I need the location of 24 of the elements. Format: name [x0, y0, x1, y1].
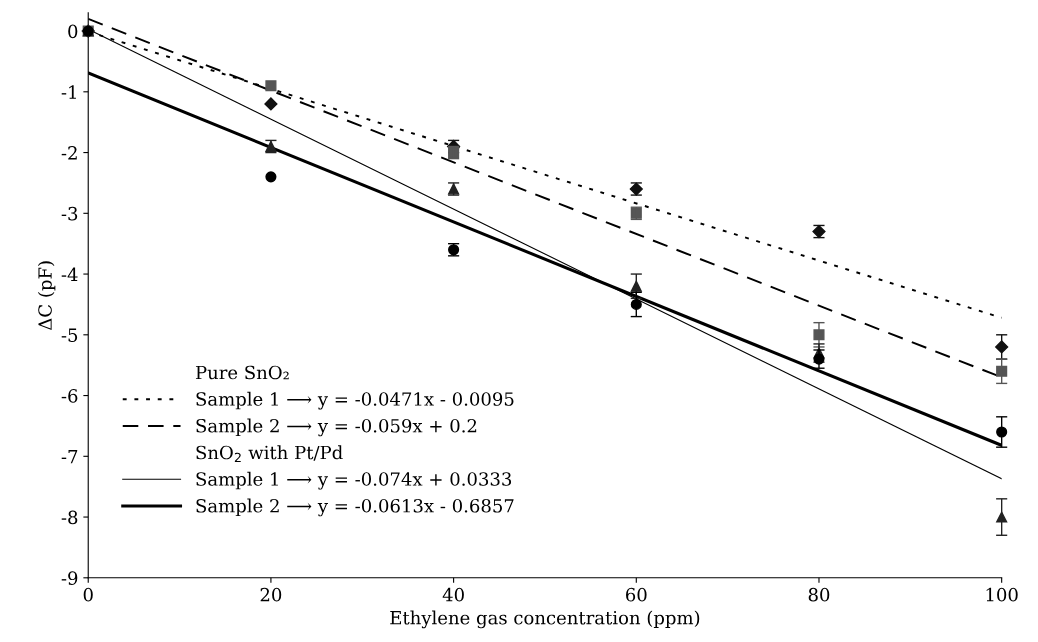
y-tick-label: -8 — [61, 510, 78, 525]
y-tick-label: -6 — [61, 389, 78, 403]
y-tick-label: -2 — [61, 146, 77, 160]
annotation: Pure SnO₂ — [195, 365, 289, 380]
x-tick-label: 20 — [260, 587, 282, 602]
x-tick-label: 60 — [626, 587, 647, 602]
y-tick-label: -1 — [61, 85, 76, 99]
x-tick-label: 80 — [808, 587, 830, 602]
legend-label: Sample 2 ⟶ y = -0.0613x - 0.6857 — [196, 498, 514, 517]
x-tick-label: 40 — [442, 587, 464, 602]
x-tick-label: 100 — [986, 587, 1018, 602]
y-tick-label: 0 — [68, 24, 78, 39]
y-tick-label: -3 — [61, 206, 78, 221]
y-tick-label: -9 — [61, 571, 78, 585]
legend-label: Sample 1 ⟶ y = -0.074x + 0.0333 — [196, 471, 512, 490]
x-tick-label: 0 — [83, 587, 93, 602]
y-tick-label: -4 — [61, 267, 78, 281]
y-axis-title: ΔC (pF) — [37, 261, 56, 331]
legend-label: Sample 1 ⟶ y = -0.0471x - 0.0095 — [196, 391, 514, 410]
annotation: SnO$_{2}$ with Pt/Pd — [196, 445, 343, 463]
x-axis-title: Ethylene gas concentration (ppm) — [390, 610, 700, 629]
legend-label: Sample 2 ⟶ y = -0.059x + 0.2 — [196, 418, 477, 437]
y-tick-label: -5 — [61, 328, 78, 342]
y-tick-label: -7 — [61, 450, 78, 464]
